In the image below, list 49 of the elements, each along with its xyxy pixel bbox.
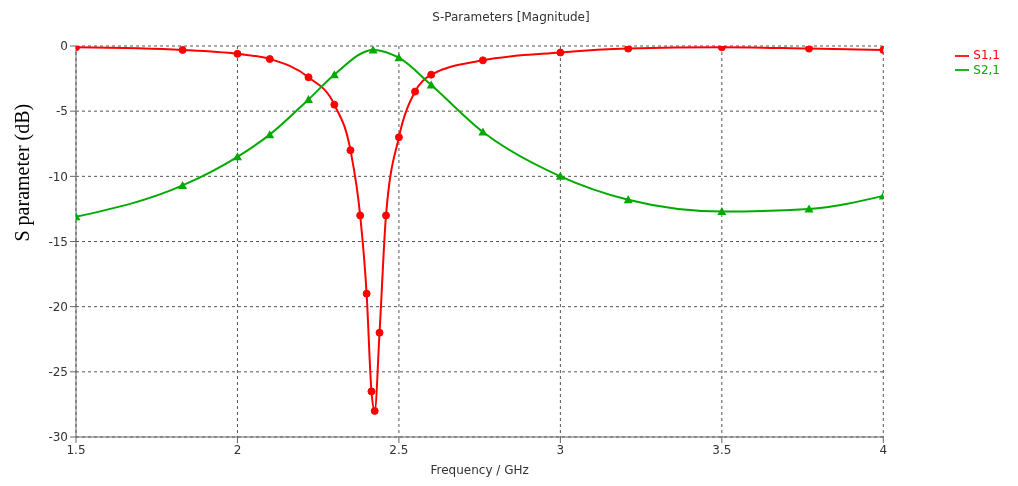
point [362,289,371,298]
point [265,130,275,139]
x-tick-label: 3.5 [712,442,732,457]
x-tick-label: 3 [556,442,565,457]
y-axis-title: S parameter (dB) [11,103,35,242]
point [232,152,242,161]
point [624,46,633,53]
x-tick-label: 4 [879,442,888,457]
point [478,56,487,65]
y-tick-label: -20 [48,299,68,314]
y-tick-label: -25 [48,365,68,380]
point [368,46,378,54]
point [375,328,384,337]
point [478,127,488,136]
point [426,80,436,89]
point [265,55,274,64]
point [370,406,379,415]
point [356,211,365,220]
x-axis-title: Frequency / GHz [430,463,529,477]
point [367,387,376,396]
point [329,70,339,79]
legend-label: S2,1 [973,62,1000,77]
point [178,46,187,54]
point [556,48,565,57]
point [178,180,188,189]
point [717,207,727,216]
point [427,70,436,79]
y-tick-label: 0 [60,39,68,54]
y-tick-label: -5 [56,104,68,119]
y-tick-label: -30 [48,430,68,445]
chart-title: S-Parameters [Magnitude] [431,10,591,24]
y-tick-label: -10 [48,169,68,184]
point [382,211,390,220]
y-tick-label: -15 [48,234,68,249]
x-tick-label: 2 [233,442,242,457]
point [346,146,355,155]
point [394,53,404,62]
point [330,100,339,109]
point [805,46,814,53]
legend-label: S1,1 [973,48,1000,62]
point [411,87,420,96]
x-tick-label: 1.5 [66,442,86,457]
point [394,133,403,142]
point [304,94,313,103]
point [555,171,565,180]
point [233,49,242,58]
point [304,73,313,82]
point [623,195,633,204]
x-tick-label: 2.5 [389,442,409,457]
